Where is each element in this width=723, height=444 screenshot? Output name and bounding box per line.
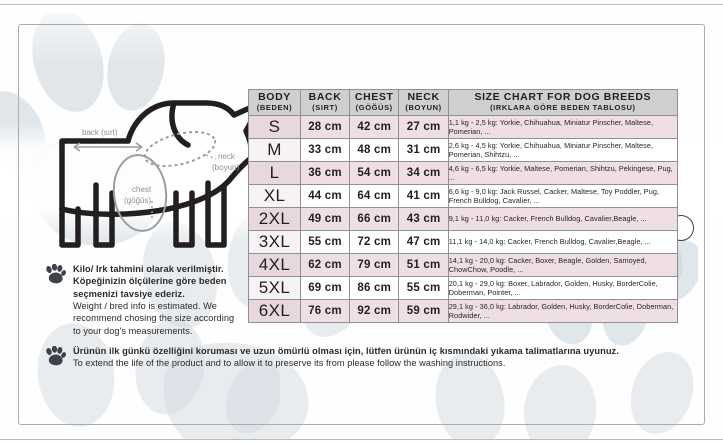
cell-back: 62 cm (299, 253, 351, 278)
cell-chest: 66 cm (349, 207, 400, 232)
cell-size: L (248, 161, 301, 186)
paw-icon (44, 263, 67, 289)
cell-size: 3XL (248, 230, 301, 255)
cell-breeds: 20,1 kg - 29,0 kg: Boxer, Labrador, Gold… (447, 276, 679, 301)
table-row: XL 44 cm 64 cm 41 cm 6,6 kg - 9,0 kg: Ja… (248, 184, 679, 209)
cell-size: M (248, 138, 301, 163)
cell-neck: 43 cm (398, 207, 449, 232)
note2-tr: Ürünün ilk günkü özelliğini koruması ve … (73, 346, 619, 356)
note-washing-text: Ürünün ilk günkü özelliğini koruması ve … (73, 345, 619, 370)
cell-neck: 55 cm (398, 276, 449, 301)
note-sizing: Kilo/ Irk tahmini olarak verilmiştir. Kö… (44, 263, 249, 337)
cell-breeds: 4,6 kg - 6,5 kg: Yorkie, Maltese, Pomeri… (447, 161, 679, 186)
cell-back: 33 cm (299, 138, 351, 163)
cell-back: 55 cm (299, 230, 351, 255)
table-row: 4XL 62 cm 79 cm 51 cm 14,1 kg - 20,0 kg:… (248, 253, 679, 278)
table-row: L 36 cm 54 cm 34 cm 4,6 kg - 6,5 kg: Yor… (248, 161, 679, 186)
header-neck: NECK (BOYUN) (398, 88, 449, 117)
note1-tr-1: Kilo/ Irk tahmini olarak verilmiştir. (73, 264, 224, 274)
diagram-chest-label-1: chest (132, 185, 152, 194)
note-sizing-text: Kilo/ Irk tahmini olarak verilmiştir. Kö… (73, 263, 234, 337)
cell-chest: 48 cm (349, 138, 400, 163)
header-breeds-sub: (IRKLARA GÖRE BEDEN TABLOSU) (490, 102, 636, 112)
cell-neck: 51 cm (398, 253, 449, 278)
diagram-chest-label-2: (göğüs) (124, 196, 151, 205)
cell-chest: 86 cm (349, 276, 400, 301)
header-neck-main: NECK (407, 91, 440, 103)
cell-neck: 59 cm (398, 299, 449, 324)
header-body-main: BODY (258, 91, 291, 103)
cell-breeds: 29,1 kg - 36,0 kg: Labrador, Golden, Hus… (447, 299, 679, 324)
cell-back: 69 cm (299, 276, 351, 301)
cell-breeds: 2,6 kg - 4,5 kg: Yorkie, Chihuahua, Mini… (447, 138, 679, 163)
cell-neck: 47 cm (398, 230, 449, 255)
cell-size: 2XL (248, 207, 301, 232)
cell-neck: 34 cm (398, 161, 449, 186)
cell-back: 76 cm (299, 299, 351, 324)
note1-tr-2: Köpeğinizin ölçülerine göre beden (73, 276, 227, 287)
cell-breeds: 9,1 kg - 11,0 kg: Cacker, French Bulldog… (447, 207, 679, 232)
header-body: BODY (BEDEN) (248, 88, 301, 117)
header-breeds: SIZE CHART FOR DOG BREEDS (IRKLARA GÖRE … (447, 88, 679, 117)
table-row: 3XL 55 cm 72 cm 47 cm 11,1 kg - 14,0 kg:… (248, 230, 679, 255)
cell-size: XL (248, 184, 301, 209)
note1-en-3: to your dog's measurements. (73, 325, 193, 336)
diagram-neck-label-2: (boyun) (212, 163, 239, 172)
diagram-back-label: back (sırt) (82, 128, 118, 137)
cell-back: 49 cm (299, 207, 351, 232)
table-row: 2XL 49 cm 66 cm 43 cm 9,1 kg - 11,0 kg: … (248, 207, 679, 232)
header-neck-sub: (BOYUN) (405, 102, 442, 112)
header-back-main: BACK (308, 91, 342, 103)
note2-en: To extend the life of the product and to… (73, 358, 506, 369)
cell-chest: 64 cm (349, 184, 400, 209)
cell-back: 44 cm (299, 184, 351, 209)
note-washing: Ürünün ilk günkü özelliğini koruması ve … (44, 345, 684, 371)
header-chest-main: CHEST (354, 91, 394, 103)
dog-measurement-diagram: back (sırt) neck (boyun) chest (göğüs) (56, 97, 261, 257)
table-row: 5XL 69 cm 86 cm 55 cm 20,1 kg - 29,0 kg:… (248, 276, 679, 301)
header-body-sub: (BEDEN) (256, 102, 293, 112)
table-header-row: BODY (BEDEN) BACK (SIRT) CHEST (GÖĞÜS) N… (248, 88, 679, 117)
table-row: S 28 cm 42 cm 27 cm 1,1 kg - 2,5 kg: Yor… (248, 115, 679, 140)
header-chest: CHEST (GÖĞÜS) (349, 88, 400, 117)
cell-size: 4XL (248, 253, 301, 278)
cell-chest: 42 cm (349, 115, 400, 140)
cell-breeds: 6,6 kg - 9,0 kg: Jack Russel, Cacker, Ma… (447, 184, 679, 209)
cell-back: 36 cm (299, 161, 351, 186)
cell-breeds: 11,1 kg - 14,0 kg: Cacker, French Bulldo… (447, 230, 679, 255)
cell-back: 28 cm (299, 115, 351, 140)
note1-tr-3: seçmenizi tavsiye ederiz. (73, 288, 185, 299)
cell-chest: 54 cm (349, 161, 400, 186)
header-chest-sub: (GÖĞÜS) (355, 102, 393, 112)
table-row: 6XL 76 cm 92 cm 59 cm 29,1 kg - 36,0 kg:… (248, 299, 679, 324)
card-outer-frame: back (sırt) neck (boyun) chest (göğüs) B… (0, 4, 723, 440)
cell-size: S (248, 115, 301, 140)
size-chart-table: BODY (BEDEN) BACK (SIRT) CHEST (GÖĞÜS) N… (248, 88, 679, 324)
card-inner-border (18, 24, 705, 425)
cell-chest: 79 cm (349, 253, 400, 278)
cell-size: 6XL (248, 299, 301, 324)
diagram-neck-label-1: neck (218, 152, 236, 161)
cell-chest: 72 cm (349, 230, 400, 255)
cell-size: 5XL (248, 276, 301, 301)
header-back-sub: (SIRT) (312, 102, 338, 112)
note1-en-2: recommend chosing the size according (73, 313, 235, 324)
note1-en-1: Weight / bred info is estimated. We (73, 301, 217, 312)
cell-neck: 27 cm (398, 115, 449, 140)
header-breeds-main: SIZE CHART FOR DOG BREEDS (474, 91, 652, 103)
cell-breeds: 14,1 kg - 20,0 kg: Cacker, Boxer, Beagle… (447, 253, 679, 278)
cell-chest: 92 cm (349, 299, 400, 324)
cell-neck: 41 cm (398, 184, 449, 209)
cell-neck: 31 cm (398, 138, 449, 163)
cell-breeds: 1,1 kg - 2,5 kg: Yorkie, Chihuahua, Mini… (447, 115, 679, 140)
table-row: M 33 cm 48 cm 31 cm 2,6 kg - 4,5 kg: Yor… (248, 138, 679, 163)
paw-icon (44, 345, 67, 371)
header-back: BACK (SIRT) (299, 88, 351, 117)
